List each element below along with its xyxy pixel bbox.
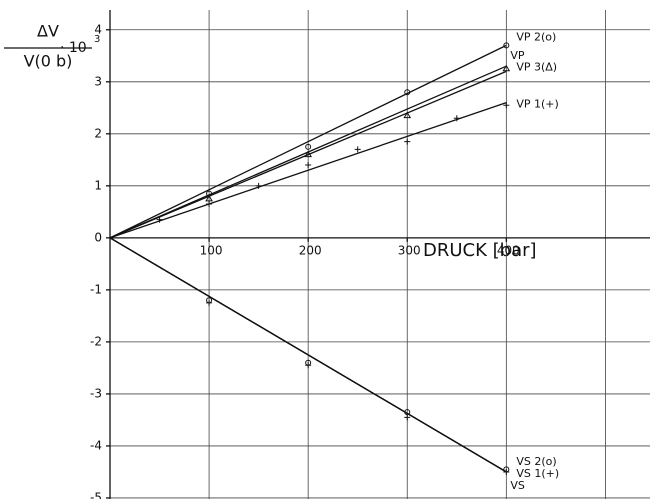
line-label: VP 3(Δ) bbox=[516, 60, 557, 73]
point bbox=[502, 64, 511, 72]
point bbox=[453, 115, 460, 122]
x-tick-label: 400 bbox=[497, 243, 520, 257]
y-tick-label: -1 bbox=[90, 282, 102, 296]
point bbox=[404, 138, 411, 145]
y-label-exponent: 3 bbox=[94, 34, 100, 45]
y-tick-label: -3 bbox=[90, 386, 102, 400]
point bbox=[304, 150, 313, 158]
y-tick-label: 0 bbox=[94, 230, 102, 244]
fit-line bbox=[109, 44, 507, 239]
x-label: DRUCK [bar] bbox=[423, 240, 537, 261]
point bbox=[404, 414, 411, 421]
line-label: VP bbox=[510, 49, 525, 62]
y-tick-label: -5 bbox=[90, 490, 102, 499]
point bbox=[503, 102, 510, 109]
x-tick-label: 200 bbox=[299, 243, 322, 257]
point bbox=[305, 162, 312, 169]
y-label-numerator: ΔV bbox=[37, 22, 59, 41]
point bbox=[206, 201, 213, 208]
fit-line bbox=[109, 237, 507, 473]
point bbox=[156, 216, 163, 223]
y-tick-label: 4 bbox=[94, 22, 102, 36]
point bbox=[503, 468, 510, 475]
line-label: VP 2(o) bbox=[516, 30, 556, 43]
y-label-denominator: V(0 b) bbox=[24, 52, 73, 71]
y-label-factor: · 10 bbox=[60, 40, 87, 56]
point bbox=[206, 299, 213, 306]
line-label: VP 1(+) bbox=[516, 98, 558, 111]
fit-line bbox=[109, 101, 507, 239]
y-tick-label: 1 bbox=[94, 178, 102, 192]
line-label: VS 1(+) bbox=[516, 467, 559, 480]
y-tick-label: 3 bbox=[94, 74, 102, 88]
point bbox=[205, 194, 213, 202]
point bbox=[503, 42, 510, 49]
x-tick-label: 300 bbox=[398, 243, 421, 257]
point bbox=[255, 182, 262, 189]
x-tick-label: 100 bbox=[200, 243, 223, 257]
y-tick-label: -4 bbox=[90, 438, 102, 452]
point bbox=[403, 111, 412, 119]
line-label: VS 2(o) bbox=[516, 455, 556, 468]
line-label: VS bbox=[510, 479, 525, 492]
point bbox=[404, 89, 411, 96]
point bbox=[354, 146, 361, 153]
y-tick-label: 2 bbox=[94, 126, 102, 140]
point bbox=[305, 143, 312, 150]
point bbox=[305, 362, 312, 369]
y-tick-label: -2 bbox=[90, 334, 102, 348]
fit-line bbox=[109, 70, 507, 239]
